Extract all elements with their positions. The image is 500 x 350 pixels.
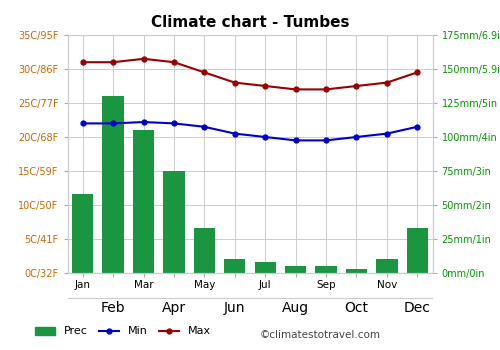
Bar: [406, 228, 428, 273]
Bar: [164, 171, 184, 273]
Bar: [285, 266, 306, 273]
Bar: [194, 228, 215, 273]
Bar: [346, 269, 367, 273]
Bar: [254, 262, 276, 273]
Legend: Prec, Min, Max: Prec, Min, Max: [30, 322, 215, 341]
Bar: [376, 259, 398, 273]
Bar: [316, 266, 336, 273]
Bar: [72, 194, 94, 273]
Text: ©climatestotravel.com: ©climatestotravel.com: [260, 329, 381, 340]
Title: Climate chart - Tumbes: Climate chart - Tumbes: [151, 15, 349, 30]
Bar: [133, 130, 154, 273]
Bar: [102, 96, 124, 273]
Bar: [224, 259, 246, 273]
